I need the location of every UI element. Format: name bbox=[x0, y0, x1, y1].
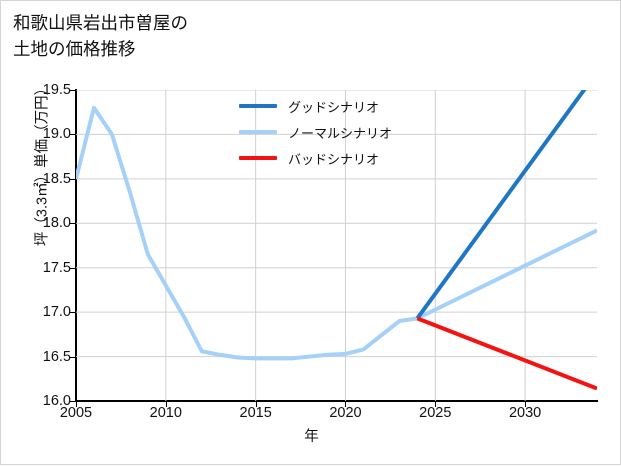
y-axis-tick-mark bbox=[70, 90, 75, 91]
legend-label-bad: バッドシナリオ bbox=[288, 151, 380, 167]
x-axis-tick-mark bbox=[255, 402, 257, 407]
legend-swatch-bad bbox=[239, 156, 277, 160]
y-axis-tick-label: 17.0 bbox=[42, 304, 71, 321]
x-axis-tick-mark bbox=[76, 402, 77, 407]
y-axis-tick-label: 16.0 bbox=[42, 393, 71, 409]
y-axis-tick-labels: 16.0 16.5 17.0 17.5 18.0 18.5 19.0 19.5 bbox=[1, 1, 71, 466]
x-axis-label: 年 bbox=[304, 429, 319, 445]
y-axis-tick-mark bbox=[70, 356, 75, 358]
y-axis-tick-label: 18.5 bbox=[42, 170, 71, 187]
x-axis-line bbox=[75, 400, 598, 402]
y-axis-tick-mark bbox=[70, 223, 75, 225]
series-line-bad bbox=[416, 316, 597, 391]
series-line-normal bbox=[76, 105, 597, 361]
page-title: 和歌山県岩出市曽屋の 土地の価格推移 bbox=[13, 13, 188, 59]
legend-item-good[interactable]: グッドシナリオ bbox=[239, 93, 449, 119]
x-axis-tick-label: 2015 bbox=[239, 405, 272, 421]
y-axis-tick-mark bbox=[70, 134, 75, 136]
x-axis-tick-label: 2020 bbox=[329, 405, 362, 421]
legend-item-normal[interactable]: ノーマルシナリオ bbox=[239, 119, 449, 145]
legend: グッドシナリオ ノーマルシナリオ バッドシナリオ bbox=[239, 93, 449, 171]
x-axis-tick-label: 2025 bbox=[419, 405, 452, 421]
y-axis-tick-mark bbox=[70, 312, 75, 314]
y-axis-tick-label: 16.5 bbox=[42, 348, 71, 365]
x-axis-tick-label: 2010 bbox=[149, 405, 182, 421]
x-axis-tick-mark bbox=[435, 402, 437, 407]
legend-label-normal: ノーマルシナリオ bbox=[288, 125, 393, 141]
series-line-good bbox=[415, 90, 587, 320]
y-axis-tick-mark bbox=[70, 178, 75, 180]
legend-swatch-good bbox=[239, 104, 277, 108]
y-axis-line bbox=[75, 89, 77, 402]
x-axis-tick-label: 2005 bbox=[59, 405, 93, 421]
y-axis-tick-label: 19.0 bbox=[42, 126, 71, 143]
legend-item-bad[interactable]: バッドシナリオ bbox=[239, 145, 449, 171]
y-axis-label: 坪（3.3㎡）単価（万円） bbox=[34, 80, 51, 247]
x-axis-tick-mark bbox=[525, 402, 527, 407]
y-axis-tick-mark bbox=[70, 267, 75, 269]
x-axis-tick-mark bbox=[165, 402, 167, 407]
y-axis-tick-label: 18.0 bbox=[42, 215, 71, 232]
y-axis-tick-mark bbox=[70, 401, 75, 402]
plot-svg bbox=[76, 90, 597, 401]
y-axis-tick-label: 19.5 bbox=[42, 82, 71, 98]
x-axis-tick-mark bbox=[345, 402, 347, 407]
x-axis-tick-label: 2030 bbox=[508, 405, 542, 421]
legend-swatch-normal bbox=[239, 130, 277, 134]
legend-label-good: グッドシナリオ bbox=[288, 99, 380, 115]
y-axis-tick-label: 17.5 bbox=[42, 259, 71, 276]
plot-area bbox=[76, 90, 597, 401]
